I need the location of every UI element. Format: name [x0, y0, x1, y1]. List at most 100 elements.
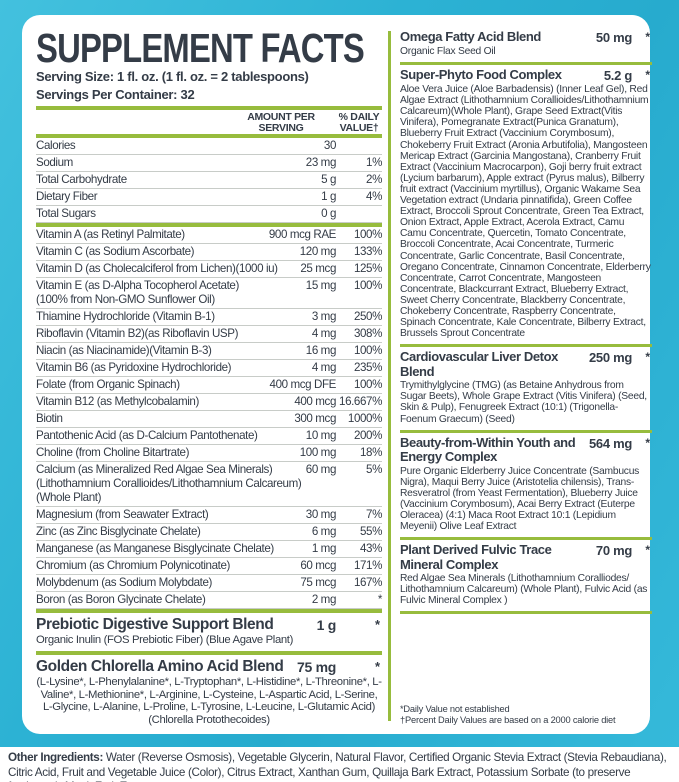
- blend-daily-value: *: [645, 435, 650, 450]
- blend-ingredients: (L-Lysine*, L-Phenylalanine*, L-Tryptoph…: [36, 676, 382, 726]
- nutrient-daily-value: 1000%: [347, 412, 383, 425]
- blend-daily-value: *: [374, 617, 380, 632]
- nutrient-daily-value: 16.667%: [339, 395, 382, 408]
- nutrient-daily-value: 4%: [366, 190, 382, 203]
- table-row: Vitamin A (as Retinyl Palmitate) 900 mcg…: [36, 227, 382, 244]
- nutrient-daily-value: 100%: [353, 228, 382, 241]
- table-row: Total Sugars 0 g: [36, 206, 382, 223]
- blend-header: Cardiovascular Liver Detox Blend 250 mg …: [400, 350, 652, 379]
- nutrient-amount: 4 mg: [311, 361, 337, 374]
- blend-ingredients: Red Algae Sea Minerals (Lithothamnium Co…: [400, 573, 648, 607]
- nutrient-daily-value: 18%: [359, 446, 382, 459]
- table-row: Vitamin D (as Cholecalciferol from Liche…: [36, 261, 382, 278]
- table-row: Total Carbohydrate 5 g 2%: [36, 172, 382, 189]
- blend-daily-value: *: [645, 543, 650, 558]
- column-divider: [388, 31, 391, 721]
- nutrient-name: Magnesium (from Seawater Extract): [36, 508, 209, 521]
- nutrient-name: Dietary Fiber: [36, 190, 98, 203]
- table-row: Choline (from Choline Bitartrate) 100 mg…: [36, 445, 382, 462]
- nutrient-name: Total Carbohydrate: [36, 173, 127, 186]
- blend-daily-value: *: [374, 659, 380, 675]
- nutrient-daily-value: 100%: [353, 344, 382, 357]
- nutrient-amount: 23 mg: [305, 156, 337, 169]
- servings-per-container: Servings Per Container: 32: [36, 86, 195, 102]
- other-ingredients-label: Other Ingredients:: [8, 751, 104, 764]
- vitamin-mineral-rows: Vitamin A (as Retinyl Palmitate) 900 mcg…: [36, 223, 382, 609]
- nutrient-daily-value: 100%: [353, 279, 382, 292]
- nutrient-amount: 30: [323, 139, 337, 152]
- table-row: Dietary Fiber 1 g 4%: [36, 189, 382, 206]
- nutrient-name: Vitamin C (as Sodium Ascorbate): [36, 245, 195, 258]
- table-row: Vitamin B12 (as Methylcobalamin) 400 mcg…: [36, 394, 382, 411]
- nutrient-name: Vitamin A (as Retinyl Palmitate): [36, 228, 185, 241]
- blend-section: Plant Derived Fulvic Trace Mineral Compl…: [400, 540, 652, 615]
- blend-section: Beauty-from-Within Youth and Energy Comp…: [400, 433, 652, 541]
- blend-header: Super-Phyto Food Complex 5.2 g *: [400, 68, 652, 84]
- table-row: Zinc (as Zinc Bisglycinate Chelate) 6 mg…: [36, 524, 382, 541]
- nutrient-amount: 5 g: [321, 173, 336, 186]
- blend-daily-value: *: [645, 350, 650, 365]
- blend-ingredients: Organic Inulin (FOS Prebiotic Fiber) (Bl…: [36, 634, 294, 646]
- other-ingredients: Other Ingredients: Water (Reverse Osmosi…: [8, 751, 674, 782]
- nutrient-amount: 60 mcg: [300, 559, 336, 572]
- nutrient-amount: 300 mcg: [294, 412, 336, 425]
- nutrient-name: Folate (from Organic Spinach): [36, 378, 180, 391]
- footnotes: *Daily Value not established †Percent Da…: [400, 700, 652, 726]
- nutrient-amount: 60 mg: [305, 463, 337, 476]
- nutrient-name: Niacin (as Niacinamide)(Vitamin B-3): [36, 344, 212, 357]
- nutrient-daily-value: 171%: [353, 559, 382, 572]
- nutrient-name: Total Sugars: [36, 207, 96, 220]
- panel-title: SUPPLEMENT FACTS: [36, 25, 365, 71]
- facts-panel: SUPPLEMENT FACTS Serving Size: 1 fl. oz.…: [22, 15, 652, 734]
- blend-section: Super-Phyto Food Complex 5.2 g * Aloe Ve…: [400, 65, 652, 348]
- nutrient-daily-value: 2%: [366, 173, 382, 186]
- nutrient-amount: 2 mg: [311, 593, 337, 606]
- blend-amount: 1 g: [316, 617, 337, 633]
- nutrient-name: Riboflavin (Vitamin B2)(as Riboflavin US…: [36, 327, 239, 340]
- blend-ingredients: Aloe Vera Juice (Aloe Barbadensis) (Inne…: [400, 84, 651, 340]
- nutrient-name: Vitamin D (as Cholecalciferol from Liche…: [36, 262, 278, 275]
- table-row: Vitamin C (as Sodium Ascorbate) 120 mg 1…: [36, 244, 382, 261]
- nutrient-amount: 400 mcg DFE: [269, 378, 337, 391]
- nutrient-name: Calcium (as Mineralized Red Algae Sea Mi…: [36, 463, 302, 504]
- nutrient-name: Manganese (as Manganese Bisglycinate Che…: [36, 542, 274, 555]
- nutrient-name: Pantothenic Acid (as D-Calcium Pantothen…: [36, 429, 258, 442]
- blend-ingredients: Trymithylglycine (TMG) (as Betaine Anhyd…: [400, 380, 647, 425]
- blend-amount: 70 mg: [595, 543, 632, 559]
- blend-section: Omega Fatty Acid Blend 50 mg * Organic F…: [400, 27, 652, 66]
- table-row: Vitamin B6 (as Pyridoxine Hydrochloride)…: [36, 360, 382, 377]
- blend-name: Plant Derived Fulvic Trace Mineral Compl…: [400, 542, 552, 572]
- nutrient-daily-value: 5%: [366, 463, 382, 476]
- nutrient-name: Vitamin B12 (as Methylcobalamin): [36, 395, 199, 408]
- nutrient-name: Biotin: [36, 412, 63, 425]
- blend-name: Beauty-from-Within Youth and Energy Comp…: [400, 434, 576, 465]
- column-header-daily-value: % DAILY VALUE†: [338, 111, 380, 134]
- blend-section: Cardiovascular Liver Detox Blend 250 mg …: [400, 347, 652, 433]
- table-row: Manganese (as Manganese Bisglycinate Che…: [36, 541, 382, 558]
- table-header: AMOUNT PER SERVING % DAILY VALUE†: [36, 106, 382, 138]
- blend-amount: 75 mg: [297, 659, 336, 676]
- nutrient-name: Choline (from Choline Bitartrate): [36, 446, 190, 459]
- macro-rows: Calories 30 Sodium 23 mg 1% Total Carboh…: [36, 138, 382, 223]
- table-row: Niacin (as Niacinamide)(Vitamin B-3) 16 …: [36, 343, 382, 360]
- table-row: Molybdenum (as Sodium Molybdate) 75 mcg …: [36, 575, 382, 592]
- table-row: Magnesium (from Seawater Extract) 30 mg …: [36, 507, 382, 524]
- blend-name: Golden Chlorella Amino Acid Blend: [36, 658, 284, 676]
- blend-amount: 564 mg: [588, 435, 632, 451]
- blend-header: Beauty-from-Within Youth and Energy Comp…: [400, 434, 652, 465]
- table-row: Calories 30: [36, 138, 382, 155]
- nutrient-amount: 15 mg: [305, 279, 337, 292]
- nutrient-name: Vitamin B6 (as Pyridoxine Hydrochloride): [36, 361, 232, 374]
- nutrient-amount: 10 mg: [305, 429, 337, 442]
- nutrient-amount: 4 mg: [311, 327, 337, 340]
- nutrient-daily-value: 7%: [366, 508, 382, 521]
- table-row: Folate (from Organic Spinach) 400 mcg DF…: [36, 377, 382, 394]
- prebiotic-blend-section: Prebiotic Digestive Support Blend 1 g * …: [36, 609, 382, 649]
- nutrient-amount: 6 mg: [311, 525, 337, 538]
- facts-right-column: Omega Fatty Acid Blend 50 mg * Organic F…: [400, 27, 652, 615]
- table-row: Vitamin E (as D-Alpha Tocopherol Acetate…: [36, 278, 382, 309]
- nutrient-name: Zinc (as Zinc Bisglycinate Chelate): [36, 525, 201, 538]
- nutrient-amount: 120 mg: [299, 245, 337, 258]
- nutrient-amount: 25 mcg: [300, 262, 336, 275]
